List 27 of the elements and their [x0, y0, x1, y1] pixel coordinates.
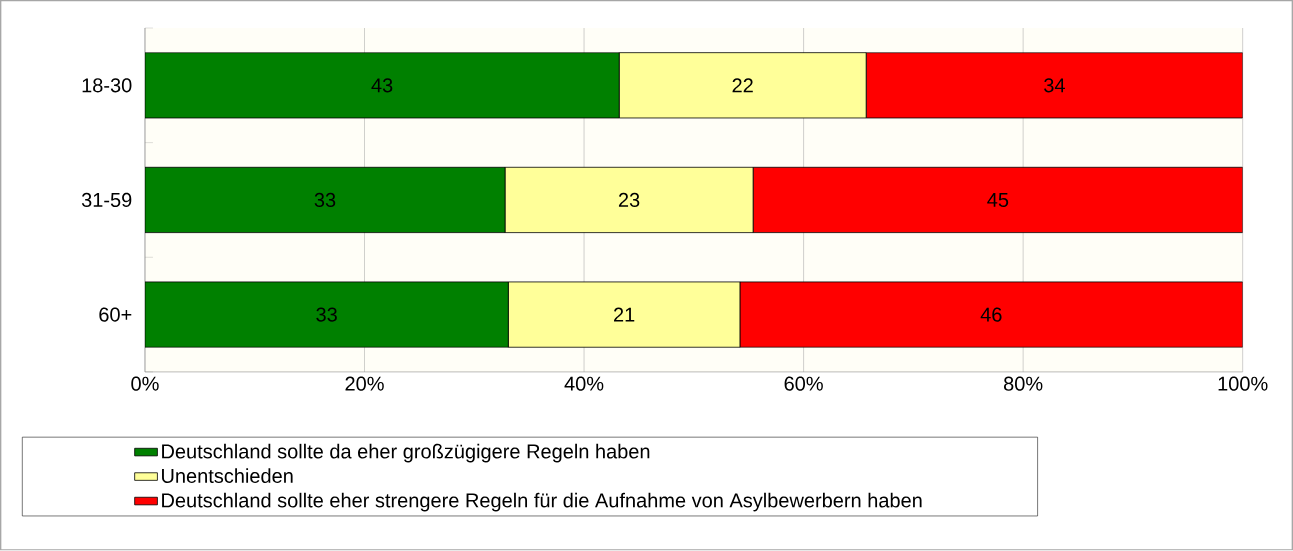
- bar: [865, 52, 1243, 119]
- data-label: 33: [316, 307, 337, 322]
- legend-label: Deutschland sollte da eher großzügigere Regeln haben: [162, 444, 650, 463]
- bar: [144, 52, 620, 119]
- data-label: 23: [618, 193, 640, 208]
- x-tick-label: 0%: [131, 376, 159, 391]
- data-label: 33: [314, 193, 336, 208]
- data-label: 34: [1044, 78, 1065, 93]
- y-tick-label: 18-30: [82, 78, 132, 93]
- data-label: 46: [980, 307, 1002, 322]
- data-label: 45: [987, 193, 1009, 208]
- data-label: 43: [371, 78, 393, 93]
- bar: [144, 281, 509, 348]
- x-tick-label: 20%: [345, 376, 384, 391]
- legend-label: Deutschland sollte eher strengere Regeln für die Aufnahme von Asylbewerbern haben: [162, 493, 922, 512]
- bar: [144, 167, 506, 234]
- y-tick-label: 60+: [99, 307, 132, 322]
- x-tick-label: 100%: [1218, 376, 1268, 391]
- x-tick-label: 80%: [1004, 376, 1043, 391]
- data-label: 22: [732, 78, 753, 93]
- x-tick-label: 40%: [564, 376, 604, 391]
- bar: [739, 281, 1243, 348]
- y-tick-label: 31-59: [81, 193, 132, 208]
- legend-label: Unentschieden: [162, 468, 293, 484]
- bar: [752, 167, 1243, 234]
- data-label: 21: [614, 307, 635, 322]
- x-tick-label: 60%: [784, 376, 823, 391]
